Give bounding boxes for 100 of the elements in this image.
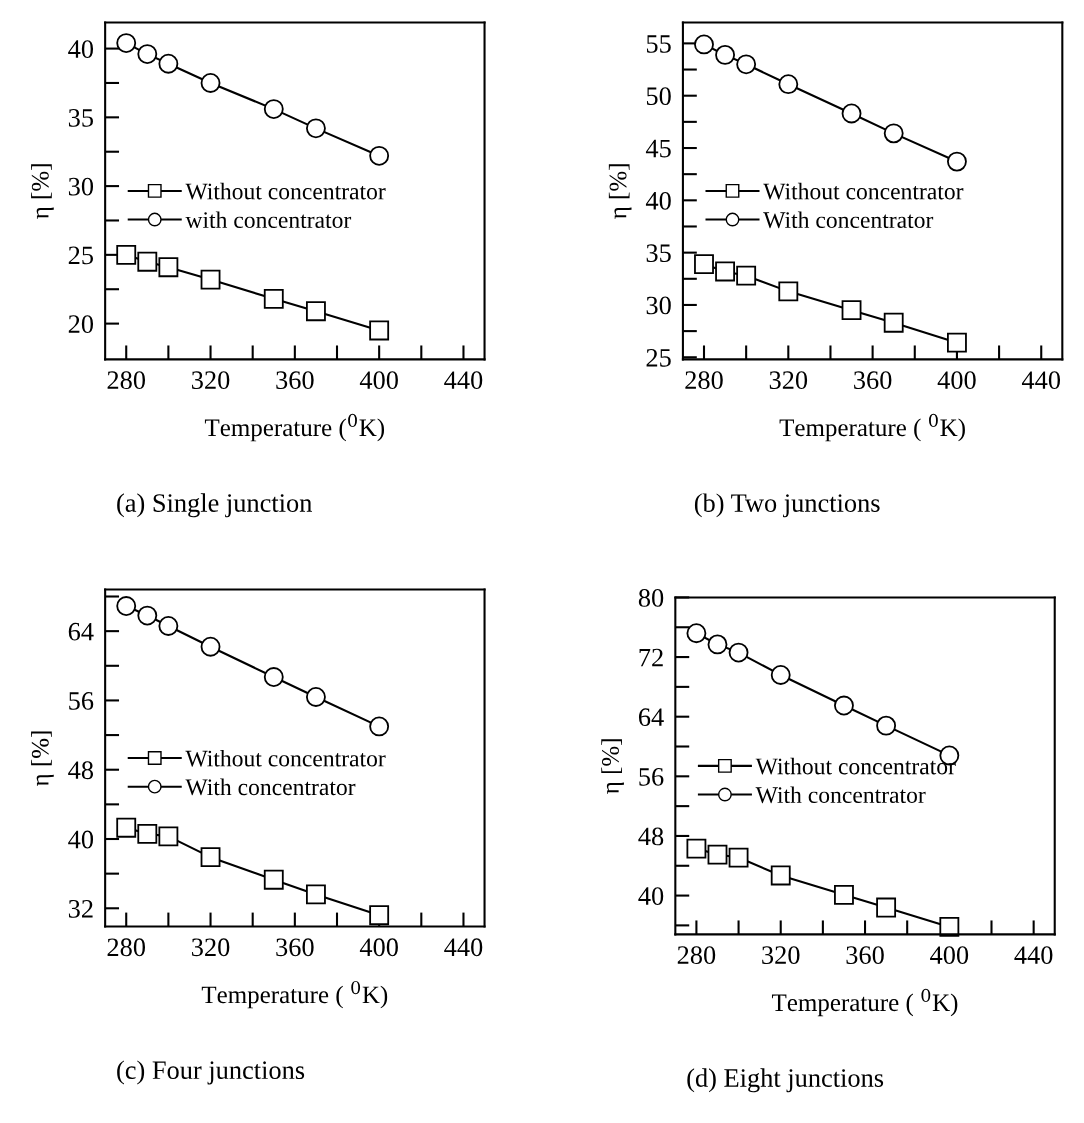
point <box>200 269 221 290</box>
x-tick-label: 440 <box>1014 946 1053 965</box>
x-tick-label: 360 <box>276 938 314 957</box>
legend-label: With concentrator <box>763 211 934 229</box>
point <box>715 261 736 282</box>
legend-label: Without concentrator <box>763 182 964 200</box>
y-axis-title: η [%] <box>608 164 632 219</box>
point <box>694 254 714 275</box>
point <box>770 865 791 886</box>
y-tick-label: 40 <box>638 887 664 905</box>
point <box>369 320 390 341</box>
y-tick-label: 56 <box>69 692 94 710</box>
point <box>946 151 967 172</box>
y-tick-label: 30 <box>646 296 671 315</box>
point <box>770 665 791 685</box>
text: (b) Two junctions <box>694 493 880 518</box>
x-tick-label: 400 <box>359 938 398 957</box>
point <box>263 288 284 309</box>
point <box>694 34 714 55</box>
point <box>707 634 728 655</box>
x-tick-label: 280 <box>685 371 723 390</box>
y-tick-label: 72 <box>639 648 663 667</box>
y-tick-label: 20 <box>68 315 94 334</box>
x-tick-label: 280 <box>107 938 146 957</box>
point <box>263 667 284 687</box>
point <box>876 897 897 918</box>
point <box>939 916 960 937</box>
point <box>200 847 221 868</box>
point <box>305 301 326 322</box>
x-tick-label: 360 <box>846 946 884 965</box>
y-tick-label: 48 <box>638 827 664 846</box>
x-tick-label: 440 <box>444 938 483 957</box>
legend-label: With concentrator <box>755 786 926 804</box>
point <box>834 695 854 716</box>
point <box>137 44 158 65</box>
point <box>736 265 757 286</box>
point <box>946 332 967 353</box>
point <box>116 33 137 54</box>
point <box>137 605 158 626</box>
point <box>369 145 390 166</box>
text: (d) Eight junctions <box>687 1068 884 1093</box>
y-tick-label: 64 <box>638 708 664 727</box>
y-tick-label: 32 <box>68 899 93 918</box>
point <box>883 123 904 144</box>
x-tick-label: 320 <box>769 371 808 390</box>
x-axis-title: Temperature ( $^{0}$K) <box>201 980 388 1009</box>
point <box>834 884 854 905</box>
point <box>876 715 897 736</box>
point <box>715 44 736 65</box>
point <box>369 716 390 737</box>
y-tick-label: 40 <box>68 40 94 58</box>
point <box>728 847 749 868</box>
y-tick-label: 80 <box>638 589 664 607</box>
y-axis-title: η [%] <box>601 739 624 794</box>
legend-label: Without concentrator <box>185 749 386 767</box>
point <box>158 826 179 847</box>
x-axis-title: Temperature ( $^{0}$K) <box>771 988 958 1017</box>
point <box>707 844 728 865</box>
y-tick-label: 40 <box>645 191 671 210</box>
point <box>841 300 862 321</box>
point <box>686 623 707 644</box>
y-tick-label: 30 <box>68 177 94 196</box>
text: (c) Four junctions <box>117 1060 305 1085</box>
point <box>200 73 221 93</box>
point <box>841 103 862 124</box>
y-axis-title: η [%] <box>31 164 54 219</box>
legend-label: Without concentrator <box>755 757 956 775</box>
y-tick-label: 35 <box>68 109 94 127</box>
text: (a) Single junction <box>117 493 312 518</box>
y-tick-label: 35 <box>646 244 671 263</box>
y-tick-label: 40 <box>68 830 94 849</box>
x-tick-label: 440 <box>1021 371 1061 390</box>
y-tick-label: 56 <box>639 768 664 786</box>
y-tick-label: 64 <box>68 622 94 641</box>
x-tick-label: 360 <box>854 371 892 390</box>
point <box>158 53 179 74</box>
x-axis-title: Temperature ( $^{0}$K) <box>779 413 965 442</box>
point <box>883 312 904 333</box>
x-tick-label: 320 <box>192 371 230 390</box>
x-tick-label: 440 <box>444 371 483 390</box>
point <box>305 687 326 707</box>
y-tick-label: 48 <box>68 761 94 780</box>
point <box>116 817 137 838</box>
y-tick-label: 50 <box>646 87 671 106</box>
x-tick-label: 400 <box>930 946 969 965</box>
legend-label: Without concentrator <box>185 182 386 200</box>
point <box>137 251 158 272</box>
y-axis-title: η [%] <box>31 731 54 787</box>
legend-label: With concentrator <box>185 778 356 796</box>
x-tick-label: 280 <box>677 946 716 965</box>
y-tick-label: 25 <box>646 348 671 367</box>
x-tick-label: 320 <box>762 946 800 965</box>
point <box>263 99 284 120</box>
point <box>778 74 799 95</box>
x-tick-label: 400 <box>359 371 398 390</box>
x-tick-label: 320 <box>192 938 230 957</box>
point <box>305 118 326 139</box>
point <box>263 869 284 890</box>
point <box>116 596 137 616</box>
x-tick-label: 360 <box>276 371 314 390</box>
